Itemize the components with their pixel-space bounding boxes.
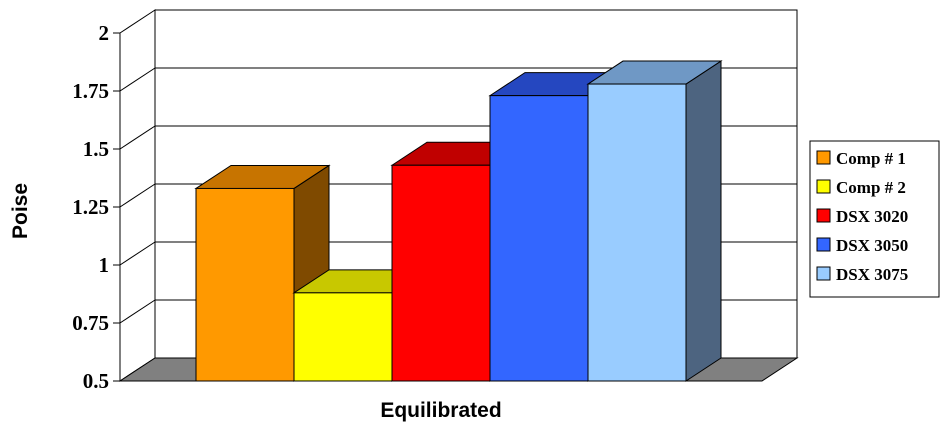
bar-dsx-3075 xyxy=(586,60,723,382)
y-tick-label: 1.75 xyxy=(72,79,109,103)
bar-front xyxy=(293,292,393,382)
legend-swatch xyxy=(816,150,831,165)
bar-front xyxy=(195,187,295,382)
legend-label: DSX 3050 xyxy=(836,236,908,255)
legend-label: DSX 3075 xyxy=(836,265,908,284)
legend-swatch xyxy=(816,208,831,223)
legend: Comp # 1 Comp # 2 DSX 3020 DSX 3050 DSX 3075 xyxy=(809,140,940,298)
legend-item: DSX 3075 xyxy=(816,265,908,284)
y-tick-labels: 0.5 0.75 1 1.25 1.5 1.75 2 xyxy=(72,21,120,393)
x-axis-title: Equilibrated xyxy=(380,399,501,422)
bar-front xyxy=(587,83,687,382)
y-tick-label: 2 xyxy=(99,21,110,45)
y-tick-label: 1.5 xyxy=(83,137,109,161)
legend-item: DSX 3050 xyxy=(816,236,908,255)
bar-side xyxy=(685,60,722,382)
legend-label: Comp # 2 xyxy=(836,178,906,197)
gridline xyxy=(119,125,156,150)
legend-swatch xyxy=(816,266,831,281)
y-tick-label: 1.25 xyxy=(72,195,109,219)
y-tick-label: 0.75 xyxy=(72,311,109,335)
legend-box xyxy=(809,140,940,298)
bar-front xyxy=(489,95,589,382)
legend-swatch xyxy=(816,179,831,194)
bar-front xyxy=(391,164,491,382)
legend-item: Comp # 2 xyxy=(816,178,906,197)
legend-swatch xyxy=(816,237,831,252)
legend-label: DSX 3020 xyxy=(836,207,908,226)
legend-item: DSX 3020 xyxy=(816,207,908,226)
gridline xyxy=(119,183,156,208)
y-axis-title: Poise xyxy=(9,183,32,239)
gridline xyxy=(119,299,156,324)
gridline xyxy=(119,67,156,92)
bars xyxy=(194,60,723,382)
gridline xyxy=(119,241,156,266)
legend-item: Comp # 1 xyxy=(816,149,906,168)
y-tick-label: 0.5 xyxy=(83,369,109,393)
legend-label: Comp # 1 xyxy=(836,149,906,168)
y-tick-label: 1 xyxy=(99,253,110,277)
